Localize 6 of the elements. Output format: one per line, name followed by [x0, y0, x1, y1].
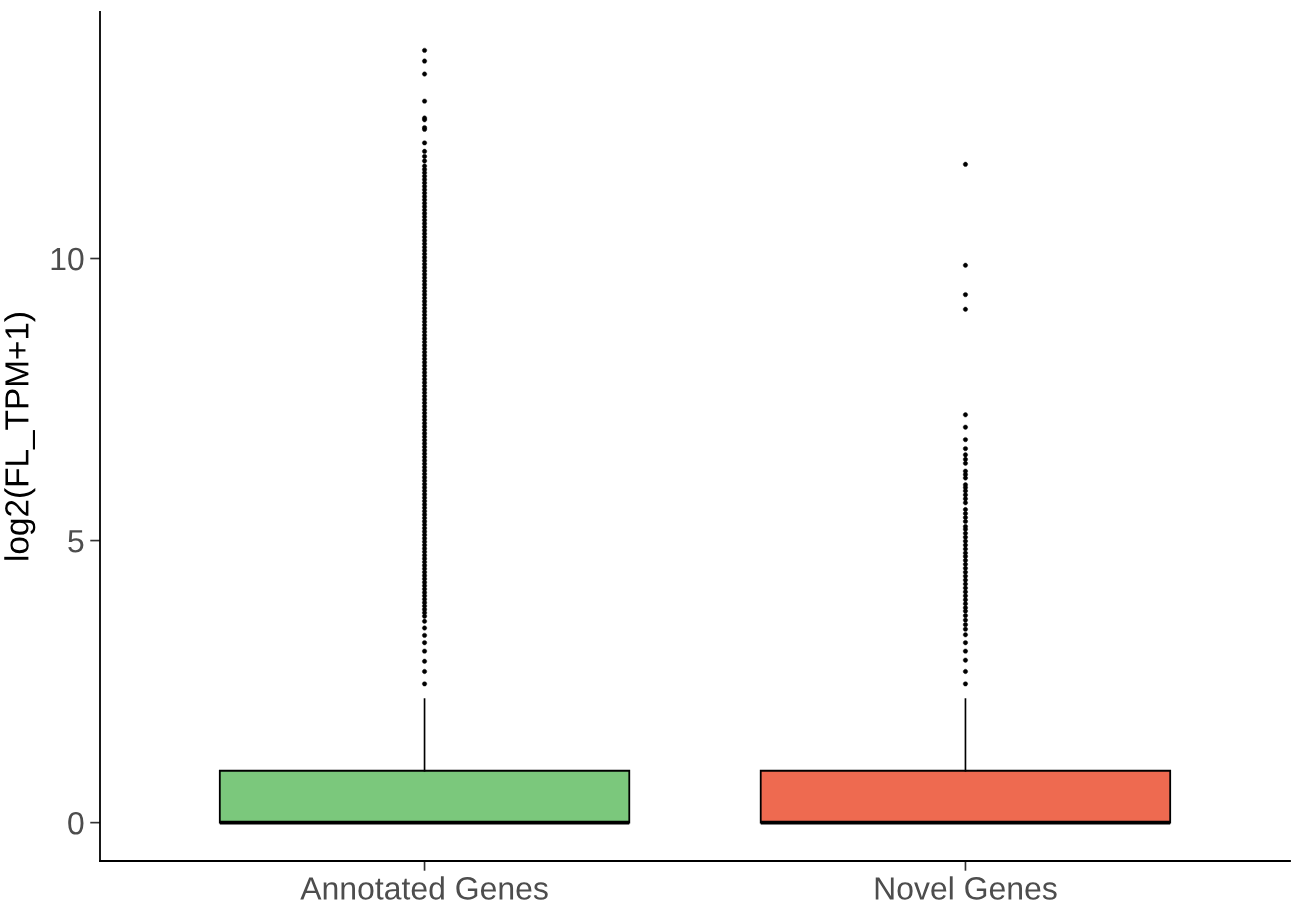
x-tick-label: Annotated Genes	[300, 876, 548, 900]
y-axis-title: log2(FL_TPM+1)	[4, 313, 36, 560]
y-tick-label: 0	[68, 811, 84, 835]
y-tick-label: 10	[51, 247, 84, 271]
x-tick-label: Novel Genes	[875, 876, 1057, 900]
y-tick-label: 5	[68, 530, 84, 553]
